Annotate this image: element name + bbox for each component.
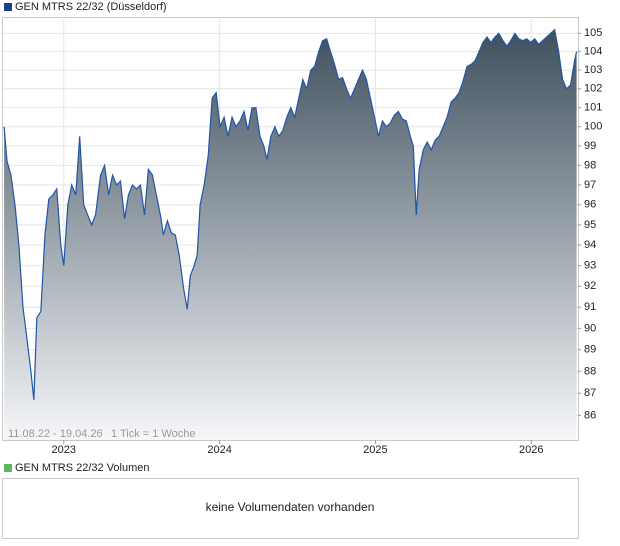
plot-frame xyxy=(2,17,579,441)
price-line xyxy=(3,28,578,400)
y-tick-label: 91 xyxy=(584,301,596,313)
volume-title: GEN MTRS 22/32 Volumen xyxy=(15,462,150,474)
x-tick-label: 2026 xyxy=(519,444,543,456)
y-tick-label: 87 xyxy=(584,387,596,399)
y-tick-label: 94 xyxy=(584,239,596,251)
volume-note: keine Volumendaten vorhanden xyxy=(206,500,375,514)
range-label: 11.08.22 - 19.04.26 xyxy=(8,428,103,440)
y-tick-label: 92 xyxy=(584,280,596,292)
y-tick-label: 100 xyxy=(584,121,602,133)
x-tick-label: 2025 xyxy=(363,444,387,456)
volume-frame xyxy=(2,478,579,539)
y-tick-label: 104 xyxy=(584,46,602,58)
y-tick-label: 105 xyxy=(584,27,602,39)
y-tick-label: 102 xyxy=(584,83,602,95)
y-tick-label: 96 xyxy=(584,199,596,211)
y-tick-label: 95 xyxy=(584,219,596,231)
y-tick-label: 86 xyxy=(584,409,596,421)
y-tick-label: 93 xyxy=(584,260,596,272)
legend-swatch xyxy=(4,3,12,11)
x-tick-label: 2023 xyxy=(52,444,76,456)
y-tick-label: 98 xyxy=(584,159,596,171)
x-tick-label: 2024 xyxy=(207,444,231,456)
tick-info: 1 Tick = 1 Woche xyxy=(111,428,195,440)
y-tick-label: 88 xyxy=(584,365,596,377)
y-tick-label: 97 xyxy=(584,179,596,191)
y-tick-label: 90 xyxy=(584,322,596,334)
area-fill xyxy=(4,29,577,440)
volume-swatch xyxy=(4,464,12,472)
y-tick-label: 103 xyxy=(584,64,602,76)
y-tick-label: 101 xyxy=(584,102,602,114)
y-tick-label: 99 xyxy=(584,140,596,152)
y-tick-label: 89 xyxy=(584,344,596,356)
legend-label: GEN MTRS 22/32 (Düsseldorf) xyxy=(15,1,167,13)
